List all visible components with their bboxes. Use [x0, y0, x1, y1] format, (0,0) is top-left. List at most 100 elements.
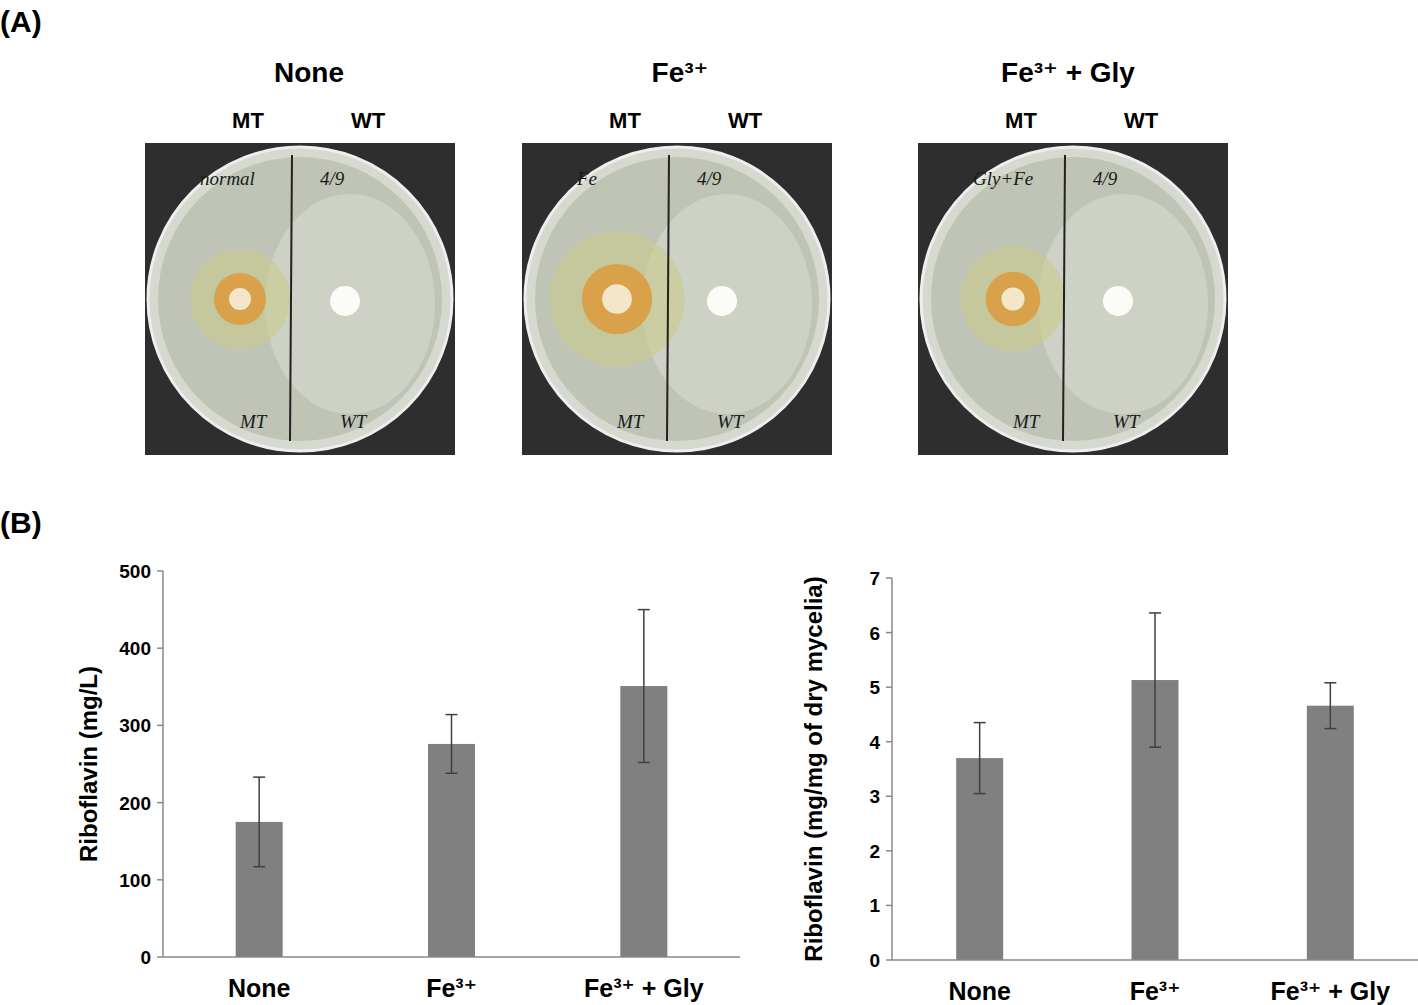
error-line: [643, 610, 645, 763]
handwritten-note: normal: [200, 168, 255, 189]
y-tick: [157, 879, 163, 881]
y-tick-label: 5: [869, 677, 880, 698]
error-cap: [1324, 682, 1336, 684]
handwritten-note: 4/9: [1093, 168, 1118, 189]
panel-label: (B): [0, 506, 42, 539]
plot-marks: [236, 610, 668, 957]
dish-agar: [535, 157, 819, 441]
panel-label: (A): [0, 5, 42, 38]
figure-root: (A) (B) None MT WT normal 4/9 MT WT Fe³⁺ MT WT Fe 4/9…: [0, 0, 1418, 1005]
dish-panel: Fe³⁺ + GlyMTWTGly+Fe4/9MTWT: [918, 57, 1228, 455]
error-cap: [638, 762, 650, 764]
y-tick: [886, 632, 892, 634]
strain-label: MT: [609, 108, 641, 133]
error-cap: [1149, 612, 1161, 614]
y-tick: [157, 725, 163, 727]
error-cap: [446, 714, 458, 716]
handwritten-note: Gly+Fe: [973, 168, 1033, 189]
y-axis-label: Riboflavin (mg/mg of dry mycelia): [800, 576, 827, 961]
y-tick-label: 100: [119, 870, 151, 891]
error-bar: [974, 723, 986, 794]
y-tick-label: 300: [119, 715, 151, 736]
y-tick: [886, 796, 892, 798]
dish-rim: [525, 147, 829, 451]
y-axis: [891, 578, 893, 960]
error-bar: [446, 715, 458, 774]
x-tick-label: None: [948, 977, 1011, 1005]
error-line: [451, 715, 453, 774]
y-tick-label: 3: [869, 786, 880, 807]
y-tick: [886, 905, 892, 907]
handwritten-note: WT: [717, 411, 745, 432]
divider: [290, 155, 292, 441]
y-tick-label: 4: [869, 732, 880, 753]
error-line: [258, 777, 260, 867]
handwritten-note: 4/9: [697, 168, 722, 189]
mt-halo: [190, 249, 290, 349]
wt-colony: [1103, 286, 1133, 316]
strain-label: WT: [1124, 108, 1159, 133]
y-tick-label: 7: [869, 568, 880, 589]
x-tick-label: Fe³⁺ + Gly: [1271, 977, 1391, 1005]
error-cap: [1149, 746, 1161, 748]
x-axis: [892, 959, 1418, 961]
dish-panel: NoneMTWTnormal4/9MTWT: [145, 57, 455, 455]
y-tick-label: 0: [869, 950, 880, 971]
y-tick: [157, 802, 163, 804]
wt-colony: [330, 286, 360, 316]
y-tick-label: 200: [119, 793, 151, 814]
plot-marks: [956, 613, 1354, 960]
divider: [1063, 155, 1065, 441]
dish-title: None: [274, 57, 344, 88]
strain-label: MT: [232, 108, 264, 133]
y-tick-label: 500: [119, 561, 151, 582]
handwritten-note: Fe: [576, 168, 597, 189]
mt-colony: [986, 272, 1041, 327]
handwritten-note: WT: [1113, 411, 1141, 432]
y-axis-label: Riboflavin (mg/L): [75, 666, 102, 862]
y-tick: [157, 647, 163, 649]
x-axis: [163, 956, 740, 958]
y-axis: [162, 571, 164, 957]
mt-colony-center: [602, 284, 632, 314]
dish-panel: Fe³⁺MTWTFe4/9MTWT: [522, 57, 832, 455]
handwritten-note: MT: [616, 411, 645, 432]
handwritten-note: MT: [1012, 411, 1041, 432]
error-cap: [974, 793, 986, 795]
dish-rim: [148, 147, 452, 451]
x-tick-label: None: [228, 974, 291, 1002]
error-bar: [253, 777, 265, 867]
error-bar: [1324, 683, 1336, 729]
y-tick: [886, 686, 892, 688]
y-tick-label: 0: [140, 947, 151, 968]
y-tick: [157, 956, 163, 958]
divider: [667, 155, 669, 441]
bar: [428, 744, 475, 957]
x-tick-label: Fe³⁺: [426, 974, 477, 1002]
y-tick: [157, 570, 163, 572]
x-tick-label: Fe³⁺: [1130, 977, 1181, 1005]
error-line: [1154, 613, 1156, 747]
y-tick: [886, 741, 892, 743]
mt-colony: [582, 264, 652, 334]
mt-colony-center: [229, 288, 251, 310]
x-tick-label: Fe³⁺ + Gly: [584, 974, 704, 1002]
dish-agar: [158, 157, 442, 441]
mt-colony-center: [1001, 287, 1024, 310]
strain-label: WT: [728, 108, 763, 133]
error-cap: [253, 776, 265, 778]
bar-chart: 01234567NoneFe³⁺Fe³⁺ + GlyRiboflavin (mg…: [800, 568, 1418, 1005]
error-cap: [446, 773, 458, 775]
error-cap: [1324, 728, 1336, 730]
handwritten-note: 4/9: [320, 168, 345, 189]
figure: (A) (B) None MT WT normal 4/9 MT WT Fe³⁺ MT WT Fe 4/9…: [0, 0, 1418, 1005]
error-line: [1330, 683, 1332, 729]
error-bar: [638, 610, 650, 763]
y-tick-label: 400: [119, 638, 151, 659]
mt-halo: [961, 247, 1066, 352]
error-cap: [253, 866, 265, 868]
error-bar: [1149, 613, 1161, 747]
y-tick: [886, 959, 892, 961]
dish-title: Fe³⁺ + Gly: [1001, 57, 1135, 88]
photo-background: [522, 143, 832, 455]
